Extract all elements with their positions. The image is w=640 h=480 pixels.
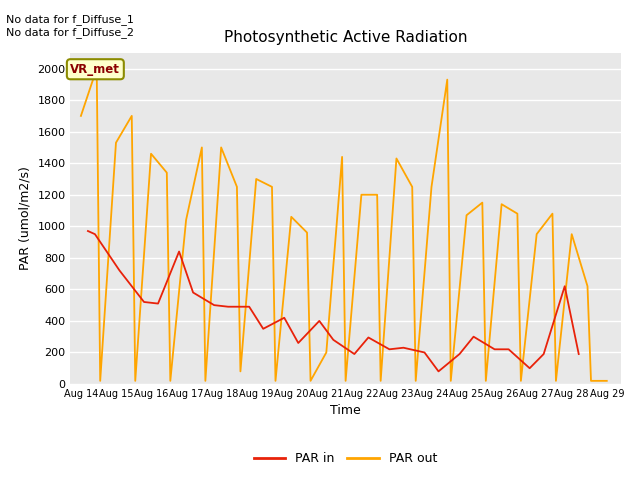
Text: No data for f_Diffuse_1
No data for f_Diffuse_2: No data for f_Diffuse_1 No data for f_Di… <box>6 14 134 38</box>
Text: VR_met: VR_met <box>70 63 120 76</box>
Legend: PAR in, PAR out: PAR in, PAR out <box>249 447 442 470</box>
X-axis label: Time: Time <box>330 405 361 418</box>
Y-axis label: PAR (umol/m2/s): PAR (umol/m2/s) <box>19 167 32 270</box>
Title: Photosynthetic Active Radiation: Photosynthetic Active Radiation <box>224 30 467 45</box>
